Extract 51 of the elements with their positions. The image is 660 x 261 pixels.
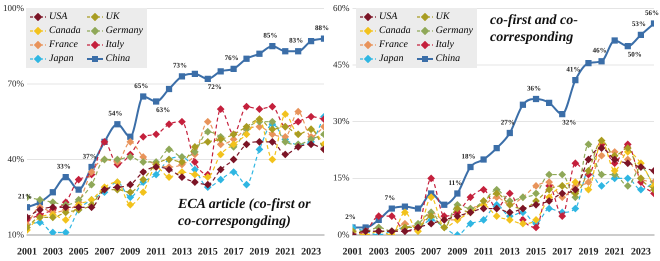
x-tick-label: 2003 (368, 246, 389, 258)
x-tick-label: 2005 (68, 246, 89, 258)
x-tick-label: 2011 (474, 246, 494, 258)
legend-label: USA (49, 10, 68, 24)
y-tick-label: 15% (332, 172, 350, 183)
y-tick-label: 10% (7, 229, 24, 240)
x-tick-label: 2003 (42, 246, 63, 258)
legend-label: France (379, 38, 408, 52)
y-tick-label: 60% (332, 2, 350, 13)
x-tick-label: 2001 (16, 246, 37, 258)
legend-label: Germany (106, 24, 143, 38)
x-tick-label: 2011 (146, 246, 166, 258)
x-tick-label: 2005 (394, 246, 415, 258)
x-tick-label: 2013 (172, 246, 192, 258)
legend-label: Japan (49, 52, 74, 66)
legend-label: Canada (49, 24, 81, 38)
annotation: co-first and co-corresponding (490, 12, 579, 46)
legend-label: USA (379, 10, 398, 24)
legend-label: Italy (106, 38, 124, 52)
annotation: ECA article (co-first or co-correspongding) (178, 196, 312, 230)
x-tick-label: 2021 (275, 246, 296, 258)
legend-label: UK (436, 10, 450, 24)
legend-label: France (49, 38, 78, 52)
x-tick-label: 2021 (604, 246, 625, 258)
legend-label: Canada (379, 24, 411, 38)
legend-label: UK (106, 10, 120, 24)
legend-label: Germany (436, 24, 473, 38)
x-tick-label: 2023 (301, 246, 322, 258)
x-tick-label: 2001 (342, 246, 362, 258)
x-tick-label: 2017 (552, 246, 572, 258)
legend-label: China (106, 52, 130, 66)
x-tick-label: 2015 (526, 246, 546, 258)
y-tick-label: 0% (337, 229, 350, 240)
legend-label: Japan (379, 52, 404, 66)
x-tick-label: 2013 (500, 246, 520, 258)
x-tick-label: 2009 (447, 246, 468, 258)
x-tick-label: 2019 (578, 246, 598, 258)
y-tick-label: 70% (7, 78, 24, 88)
x-tick-label: 2009 (120, 246, 140, 258)
y-tick-label: 40% (7, 154, 24, 164)
x-tick-label: 2007 (94, 246, 114, 258)
x-tick-label: 2017 (224, 246, 244, 258)
legend-label: Italy (436, 38, 454, 52)
y-tick-label: 30% (332, 116, 350, 126)
y-tick-label: 100% (2, 2, 24, 13)
y-tick-label: 45% (332, 59, 350, 70)
x-tick-label: 2023 (630, 246, 651, 258)
x-tick-label: 2019 (249, 246, 270, 258)
x-tick-label: 2015 (198, 246, 218, 258)
x-tick-label: 2007 (421, 246, 442, 258)
legend-label: China (436, 52, 460, 66)
